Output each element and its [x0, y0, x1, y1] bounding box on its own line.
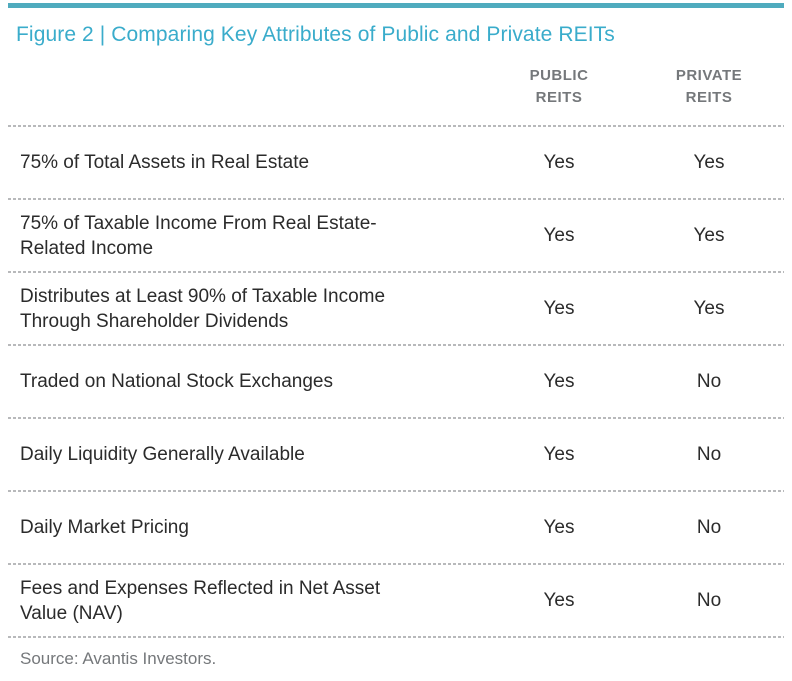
row-label: Fees and Expenses Reflected in Net Asset…: [20, 577, 381, 624]
table-row: 75% of Taxable Income From Real Estate-R…: [8, 200, 784, 271]
public-value: Yes: [543, 151, 575, 173]
private-value: Yes: [693, 224, 725, 246]
row-label: 75% of Taxable Income From Real Estate-R…: [20, 212, 377, 259]
row-divider: [8, 198, 784, 200]
row-label: Traded on National Stock Exchanges: [20, 371, 333, 392]
row-label: 75% of Total Assets in Real Estate: [20, 152, 310, 173]
table-row: Daily Liquidity Generally Available Yes …: [8, 419, 784, 490]
public-value: Yes: [543, 297, 575, 319]
table-row: 75% of Total Assets in Real Estate Yes Y…: [8, 127, 784, 198]
row-divider: [8, 563, 784, 565]
row-divider: [8, 344, 784, 346]
row-divider: [8, 636, 784, 638]
table-row: Daily Market Pricing Yes No: [8, 492, 784, 563]
row-divider: [8, 490, 784, 492]
public-value: Yes: [543, 589, 575, 611]
private-value: No: [696, 370, 722, 392]
public-value: Yes: [543, 224, 575, 246]
table-row: Distributes at Least 90% of Taxable Inco…: [8, 273, 784, 344]
figure-page: Figure 2 | Comparing Key Attributes of P…: [0, 3, 792, 681]
table-row: Fees and Expenses Reflected in Net Asset…: [8, 565, 784, 636]
row-label: Daily Liquidity Generally Available: [20, 444, 305, 465]
table-row: Traded on National Stock Exchanges Yes N…: [8, 346, 784, 417]
column-header-public-reits: PUBLIC REITS: [529, 66, 589, 106]
table-header-row: PUBLIC REITS PRIVATE REITS: [8, 48, 784, 125]
public-value: Yes: [543, 443, 575, 465]
row-label: Daily Market Pricing: [20, 517, 189, 538]
private-value: No: [696, 443, 722, 465]
column-header-private-reits: PRIVATE REITS: [675, 66, 743, 106]
private-value: No: [696, 516, 722, 538]
public-value: Yes: [543, 370, 575, 392]
accent-bar: [8, 3, 784, 8]
private-value: Yes: [693, 297, 725, 319]
public-value: Yes: [543, 516, 575, 538]
private-value: Yes: [693, 151, 725, 173]
private-value: No: [696, 589, 722, 611]
figure-title: Figure 2 | Comparing Key Attributes of P…: [16, 23, 615, 46]
row-divider: [8, 417, 784, 419]
source-note: Source: Avantis Investors.: [20, 649, 217, 668]
row-label: Distributes at Least 90% of Taxable Inco…: [20, 285, 386, 332]
row-divider: [8, 125, 784, 127]
row-divider: [8, 271, 784, 273]
